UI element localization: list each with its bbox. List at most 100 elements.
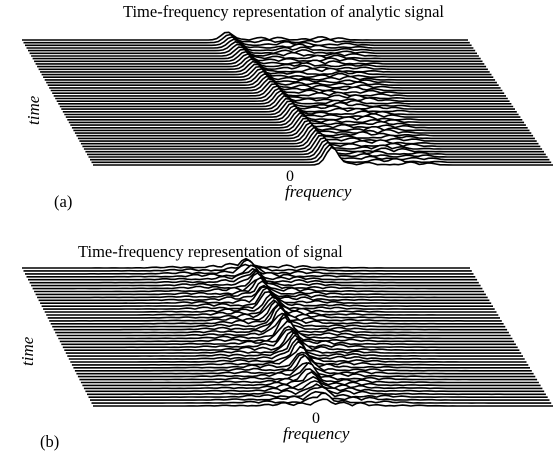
trace-fill (80, 127, 539, 145)
trace-line (80, 368, 539, 384)
trace-line (32, 271, 483, 290)
trace-line (22, 31, 468, 41)
trace-line (88, 138, 548, 158)
trace-line (73, 114, 530, 132)
trace-line (70, 109, 526, 126)
x-tick-label: 0 (286, 168, 294, 185)
trace-line (87, 383, 546, 396)
trace-line (53, 306, 508, 331)
x-axis-label: frequency (283, 424, 350, 443)
trace-line (90, 390, 550, 401)
trace-line (34, 50, 483, 63)
trace-line (29, 43, 477, 55)
panel-label: (b) (40, 432, 60, 451)
trace-line (55, 312, 509, 334)
trace-line (23, 33, 470, 44)
trace-line (90, 141, 550, 161)
trace-line (49, 300, 502, 322)
trace-line (41, 286, 493, 308)
trace-line (65, 331, 522, 354)
trace-line (32, 48, 481, 60)
trace-line (40, 60, 490, 73)
panel-label: (a) (54, 192, 73, 211)
trace-fill (91, 144, 552, 164)
panel-b: Time-frequency representation of signal … (0, 238, 557, 456)
panel-a: Time-frequency representation of analyti… (22, 2, 553, 211)
y-axis-label: time (24, 95, 43, 125)
trace-line (26, 38, 474, 49)
trace-line (67, 104, 523, 121)
trace-line (47, 299, 500, 319)
trace-line (77, 362, 536, 378)
trace-line (83, 375, 543, 390)
trace-line (23, 258, 472, 272)
trace-fill (91, 393, 552, 405)
trace-line (68, 106, 525, 124)
trace-line (62, 97, 517, 113)
trace-line (87, 136, 546, 156)
trace-fill (85, 135, 545, 153)
trace-line (58, 315, 513, 340)
trace-line (61, 325, 516, 346)
trace-line (70, 340, 527, 363)
trace-line (35, 276, 486, 296)
trace-line (91, 392, 552, 404)
trace-fill (93, 399, 553, 407)
trace-line (83, 132, 543, 150)
trace-line (64, 100, 519, 116)
trace-line (38, 284, 490, 302)
trace-line (85, 380, 545, 393)
trace-line (80, 126, 539, 145)
x-tick-label: 0 (312, 410, 320, 427)
trace-line (50, 304, 504, 325)
trace-line (25, 36, 472, 47)
trace-line (29, 269, 479, 284)
chart-title: Time-frequency representation of signal (78, 242, 343, 261)
trace-fill (82, 130, 541, 148)
trace-line (93, 398, 553, 407)
trace-line (85, 134, 544, 153)
trace-line (82, 371, 541, 387)
y-axis-label: time (18, 336, 37, 366)
trace-line (76, 119, 534, 137)
waterfall-plot-a (22, 31, 553, 166)
trace-line (35, 53, 485, 65)
trace-line (31, 270, 481, 287)
trace-line (28, 40, 476, 52)
trace-line (31, 46, 479, 57)
trace-line (82, 129, 541, 148)
trace-line (40, 286, 492, 305)
x-axis-label: frequency (285, 182, 352, 201)
trace-fill (83, 132, 543, 150)
trace-line (74, 117, 532, 134)
trace-line (74, 353, 532, 372)
trace-line (59, 320, 515, 343)
trace-line (71, 112, 528, 129)
trace-line (76, 354, 534, 375)
trace-line (26, 264, 476, 278)
trace-line (88, 386, 548, 399)
trace-fill (93, 147, 553, 166)
trace-line (52, 303, 506, 328)
trace-line (65, 102, 521, 118)
trace-line (59, 92, 514, 108)
trace-line (28, 267, 478, 281)
trace-line (37, 55, 487, 68)
trace-line (46, 296, 499, 316)
trace-line (73, 351, 530, 369)
trace-line (64, 330, 520, 352)
trace-line (62, 328, 518, 349)
trace-line (79, 123, 537, 142)
waterfall-plot-b (22, 257, 553, 407)
trace-line (56, 313, 511, 337)
trace-line (61, 94, 515, 110)
trace-line (44, 293, 497, 313)
chart-title: Time-frequency representation of analyti… (122, 2, 445, 21)
trace-line (43, 290, 495, 310)
trace-line (79, 361, 538, 381)
trace-line (37, 279, 488, 299)
trace-line (93, 146, 553, 166)
trace-line (22, 257, 470, 269)
trace-line (71, 345, 529, 366)
trace-line (77, 121, 535, 140)
